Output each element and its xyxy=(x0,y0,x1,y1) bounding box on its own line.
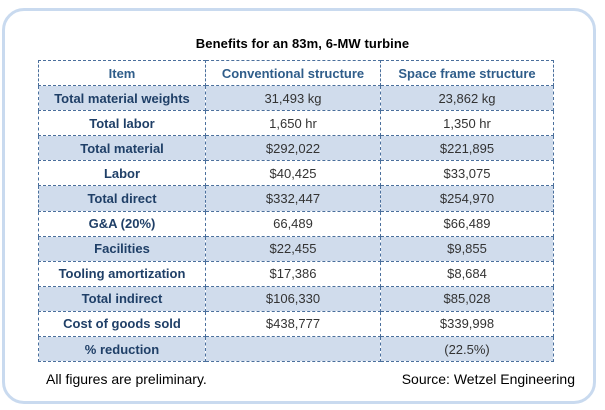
conventional-value: 66,489 xyxy=(205,210,381,237)
table-row: G&A (20%) 66,489 $66,489 xyxy=(38,210,554,237)
column-header-space-frame: Space frame structure xyxy=(380,59,554,87)
table-row: Total labor 1,650 hr 1,350 hr xyxy=(38,110,554,137)
space-frame-value: $66,489 xyxy=(380,210,554,237)
conventional-value: $438,777 xyxy=(205,310,381,338)
row-label: Total material weights xyxy=(38,85,206,112)
space-frame-value: $33,075 xyxy=(380,160,554,187)
conventional-value: $332,447 xyxy=(205,185,381,212)
conventional-value xyxy=(205,336,381,363)
space-frame-value: $339,998 xyxy=(380,310,554,338)
column-header-conventional: Conventional structure xyxy=(205,59,381,87)
row-label: Total material xyxy=(38,135,206,162)
table-row: Total direct $332,447 $254,970 xyxy=(38,185,554,212)
table-row: Cost of goods sold $438,777 $339,998 xyxy=(38,310,554,338)
source-credit: Source: Wetzel Engineering xyxy=(401,371,575,387)
space-frame-value: $254,970 xyxy=(380,185,554,212)
conventional-value: $106,330 xyxy=(205,285,381,312)
row-label: Facilities xyxy=(38,235,206,262)
row-label: G&A (20%) xyxy=(38,210,206,237)
row-label: Labor xyxy=(38,160,206,187)
space-frame-value: $8,684 xyxy=(380,260,554,287)
table-row: % reduction (22.5%) xyxy=(38,336,554,363)
row-label: Tooling amortization xyxy=(38,260,206,287)
conventional-value: $22,455 xyxy=(205,235,381,262)
conventional-value: $40,425 xyxy=(205,160,381,187)
row-label: % reduction xyxy=(38,336,206,363)
conventional-value: $292,022 xyxy=(205,135,381,162)
row-label: Total labor xyxy=(38,110,206,137)
table-title: Benefits for an 83m, 6-MW turbine xyxy=(195,36,410,51)
table-row: Labor $40,425 $33,075 xyxy=(38,160,554,187)
table-row: Total indirect $106,330 $85,028 xyxy=(38,285,554,312)
conventional-value: $17,386 xyxy=(205,260,381,287)
conventional-value: 31,493 kg xyxy=(205,85,381,112)
table-row: Tooling amortization $17,386 $8,684 xyxy=(38,260,554,287)
space-frame-value: $85,028 xyxy=(380,285,554,312)
row-label: Total indirect xyxy=(38,285,206,312)
row-label: Total direct xyxy=(38,185,206,212)
space-frame-value: (22.5%) xyxy=(380,336,554,363)
space-frame-value: $221,895 xyxy=(380,135,554,162)
table-row: Total material $292,022 $221,895 xyxy=(38,135,554,162)
space-frame-value: 1,350 hr xyxy=(380,110,554,137)
comparison-table: Item Conventional structure Space frame … xyxy=(38,59,554,363)
table-row: Total material weights 31,493 kg 23,862 … xyxy=(38,85,554,112)
conventional-value: 1,650 hr xyxy=(205,110,381,137)
table-row: Facilities $22,455 $9,855 xyxy=(38,235,554,262)
space-frame-value: $9,855 xyxy=(380,235,554,262)
row-label: Cost of goods sold xyxy=(38,310,206,338)
table-header-row: Item Conventional structure Space frame … xyxy=(38,59,554,87)
space-frame-value: 23,862 kg xyxy=(380,85,554,112)
column-header-item: Item xyxy=(38,59,206,87)
preliminary-note: All figures are preliminary. xyxy=(46,371,207,387)
